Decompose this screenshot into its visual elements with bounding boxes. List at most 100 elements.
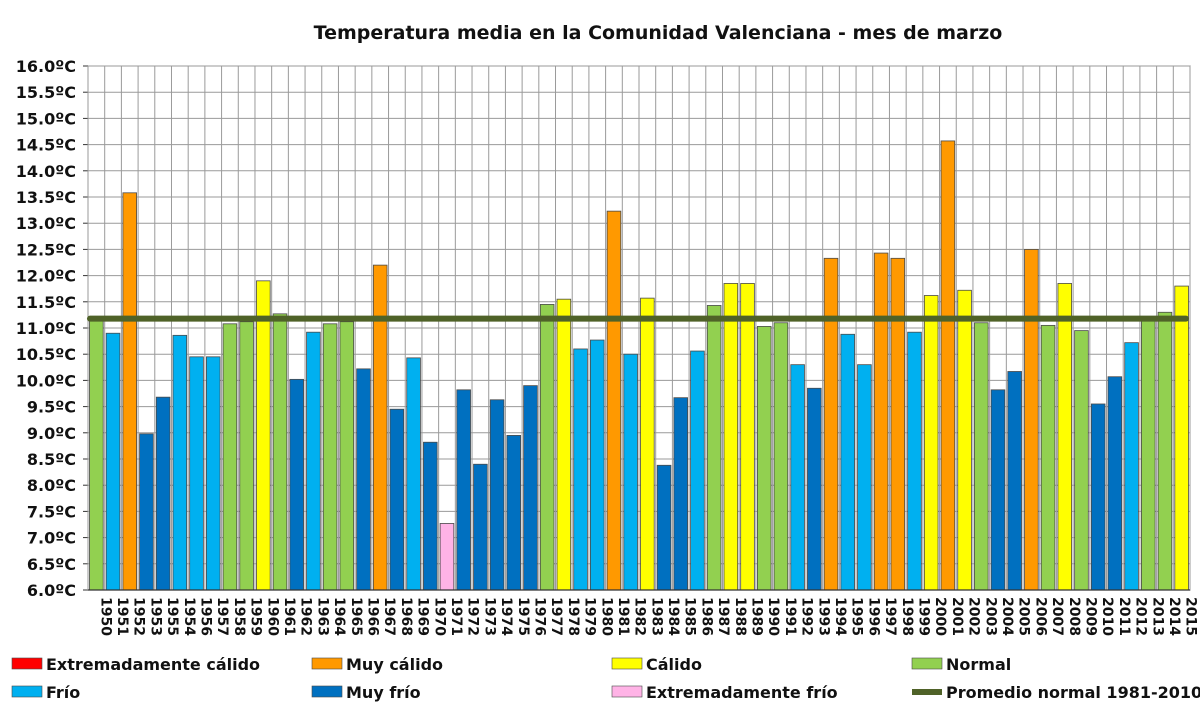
x-tick-label: 2001	[949, 597, 965, 636]
bar-1989	[740, 283, 755, 591]
x-tick-label: 1978	[565, 597, 581, 636]
x-tick-label: 1971	[448, 597, 464, 636]
x-tick-label: 1963	[314, 597, 330, 636]
legend-swatch-muy_calido	[311, 657, 343, 670]
y-tick-label: 11.0ºC	[16, 319, 76, 338]
x-tick-label: 2005	[1016, 597, 1032, 636]
bar-2005	[1007, 371, 1022, 591]
x-tick-label: 1980	[598, 597, 614, 636]
legend-label-promedio: Promedio normal 1981-2010	[946, 683, 1200, 702]
x-tick-label: 1950	[97, 597, 113, 636]
x-tick-label: 2009	[1082, 597, 1098, 636]
legend-swatch-normal	[911, 657, 943, 670]
bar-1983	[640, 297, 655, 591]
x-tick-label: 1972	[465, 597, 481, 636]
x-tick-label: 1997	[882, 597, 898, 636]
bar-2002	[957, 289, 972, 591]
legend: Extremadamente cálido Muy cálido Cálido Nor…	[11, 655, 1200, 702]
x-tick-label: 2012	[1133, 597, 1149, 636]
x-tick-label: 1966	[365, 597, 381, 636]
y-tick-label: 10.5ºC	[16, 345, 76, 364]
x-tick-label: 1985	[682, 597, 698, 636]
x-tick-label: 2008	[1066, 597, 1082, 636]
chart-title: Temperatura media en la Comunidad Valenc…	[314, 22, 1003, 44]
y-tick-label: 14.5ºC	[16, 136, 76, 155]
x-tick-label: 1977	[548, 597, 564, 636]
legend-label-muy_calido: Muy cálido	[346, 655, 443, 674]
legend-label-normal: Normal	[946, 655, 1011, 674]
x-tick-label: 1953	[147, 597, 163, 636]
x-tick-label: 1987	[715, 597, 731, 636]
legend-swatch-calido	[611, 657, 643, 670]
bar-2000	[923, 295, 939, 591]
x-tick-label: 1974	[498, 597, 514, 636]
bar-1991	[773, 322, 789, 591]
bar-2004	[990, 389, 1006, 591]
bar-1979	[573, 348, 588, 591]
y-tick-label: 13.0ºC	[16, 214, 76, 233]
bar-2012	[1124, 342, 1139, 591]
bar-2014	[1157, 311, 1173, 591]
bar-1962	[289, 378, 304, 591]
x-tick-label: 1998	[899, 597, 915, 636]
y-tick-label: 13.5ºC	[16, 188, 76, 207]
x-tick-label: 1968	[398, 597, 414, 636]
y-tick-label: 10.0ºC	[16, 371, 76, 390]
y-tick-label: 6.5ºC	[27, 555, 76, 574]
bar-1958	[222, 323, 238, 591]
bar-1956	[189, 356, 204, 591]
y-tick-label: 12.0ºC	[16, 267, 76, 286]
bar-1999	[907, 331, 922, 591]
bar-1976	[523, 385, 538, 591]
x-tick-label: 2006	[1032, 597, 1048, 636]
bar-1986	[690, 350, 705, 591]
x-tick-label: 1975	[515, 597, 531, 636]
x-tick-label: 1984	[665, 597, 681, 636]
bar-1959	[239, 321, 254, 591]
bar-1969	[406, 357, 421, 591]
x-tick-label: 1981	[615, 597, 631, 636]
x-tick-label: 1965	[348, 597, 364, 636]
bar-1981	[606, 210, 622, 591]
bar-1990	[756, 326, 772, 591]
y-tick-label: 9.0ºC	[27, 424, 76, 443]
bar-1955	[155, 396, 171, 591]
bar-1996	[857, 364, 872, 591]
y-tick-label: 15.0ºC	[16, 109, 76, 128]
bar-1993	[807, 387, 822, 591]
x-tick-label: 2004	[999, 597, 1015, 636]
bar-1952	[122, 192, 137, 591]
x-tick-label: 1964	[331, 597, 347, 636]
x-tick-label: 1954	[181, 597, 197, 636]
y-tick-label: 12.5ºC	[16, 240, 76, 259]
bar-2003	[974, 322, 989, 591]
bar-1965	[339, 321, 355, 591]
bar-1963	[306, 331, 321, 591]
bar-1960	[256, 280, 271, 591]
x-tick-label: 2010	[1099, 597, 1115, 636]
legend-swatch-extremadamente_calido	[11, 657, 43, 670]
bar-1967	[372, 264, 388, 591]
bar-2013	[1141, 319, 1156, 591]
x-tick-label: 1960	[264, 597, 280, 636]
x-tick-label: 1951	[114, 597, 130, 636]
bar-1964	[322, 323, 338, 591]
bar-1968	[389, 408, 405, 591]
x-tick-label: 1969	[415, 597, 431, 636]
bar-1984	[656, 464, 672, 591]
y-tick-label: 15.5ºC	[16, 83, 76, 102]
x-tick-label: 2007	[1049, 597, 1065, 636]
x-tick-label: 1970	[431, 597, 447, 636]
bar-1997	[873, 252, 889, 591]
y-tick-label: 11.5ºC	[16, 293, 76, 312]
y-tick-label: 16.0ºC	[16, 57, 76, 76]
x-tick-label: 1990	[765, 597, 781, 636]
bar-1954	[172, 334, 188, 591]
x-tick-label: 1983	[648, 597, 664, 636]
bar-2006	[1024, 248, 1039, 591]
x-tick-label: 1986	[698, 597, 714, 636]
bar-1995	[840, 333, 855, 591]
x-tick-label: 1989	[749, 597, 765, 636]
y-tick-label: 9.5ºC	[27, 398, 76, 417]
